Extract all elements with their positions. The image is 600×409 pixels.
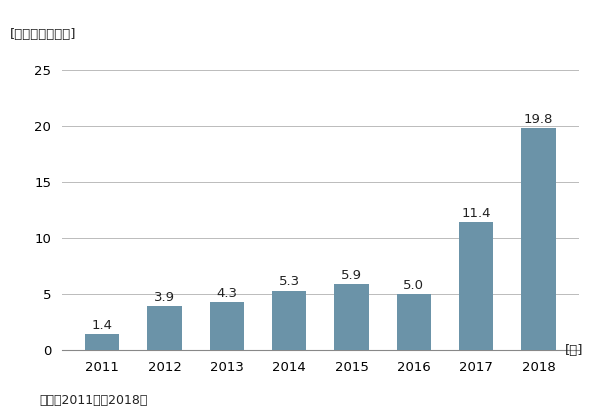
Text: 4.3: 4.3 [217, 287, 238, 300]
Bar [148, 306, 182, 350]
Text: [単位：億米ドル]: [単位：億米ドル] [10, 28, 76, 41]
Bar [334, 284, 369, 350]
Bar [521, 128, 556, 350]
Text: 19.8: 19.8 [524, 113, 553, 126]
Text: 5.9: 5.9 [341, 269, 362, 282]
Text: [年]: [年] [565, 344, 583, 357]
Text: 1.4: 1.4 [92, 319, 113, 332]
Text: 5.0: 5.0 [403, 279, 424, 292]
Bar [85, 335, 119, 350]
Bar [397, 294, 431, 350]
Text: 11.4: 11.4 [461, 207, 491, 220]
Text: 期間：2011年～2018年: 期間：2011年～2018年 [39, 394, 148, 407]
Text: 3.9: 3.9 [154, 291, 175, 304]
Bar [459, 222, 493, 350]
Bar [210, 302, 244, 350]
Bar [272, 291, 307, 350]
Text: 5.3: 5.3 [278, 275, 300, 288]
